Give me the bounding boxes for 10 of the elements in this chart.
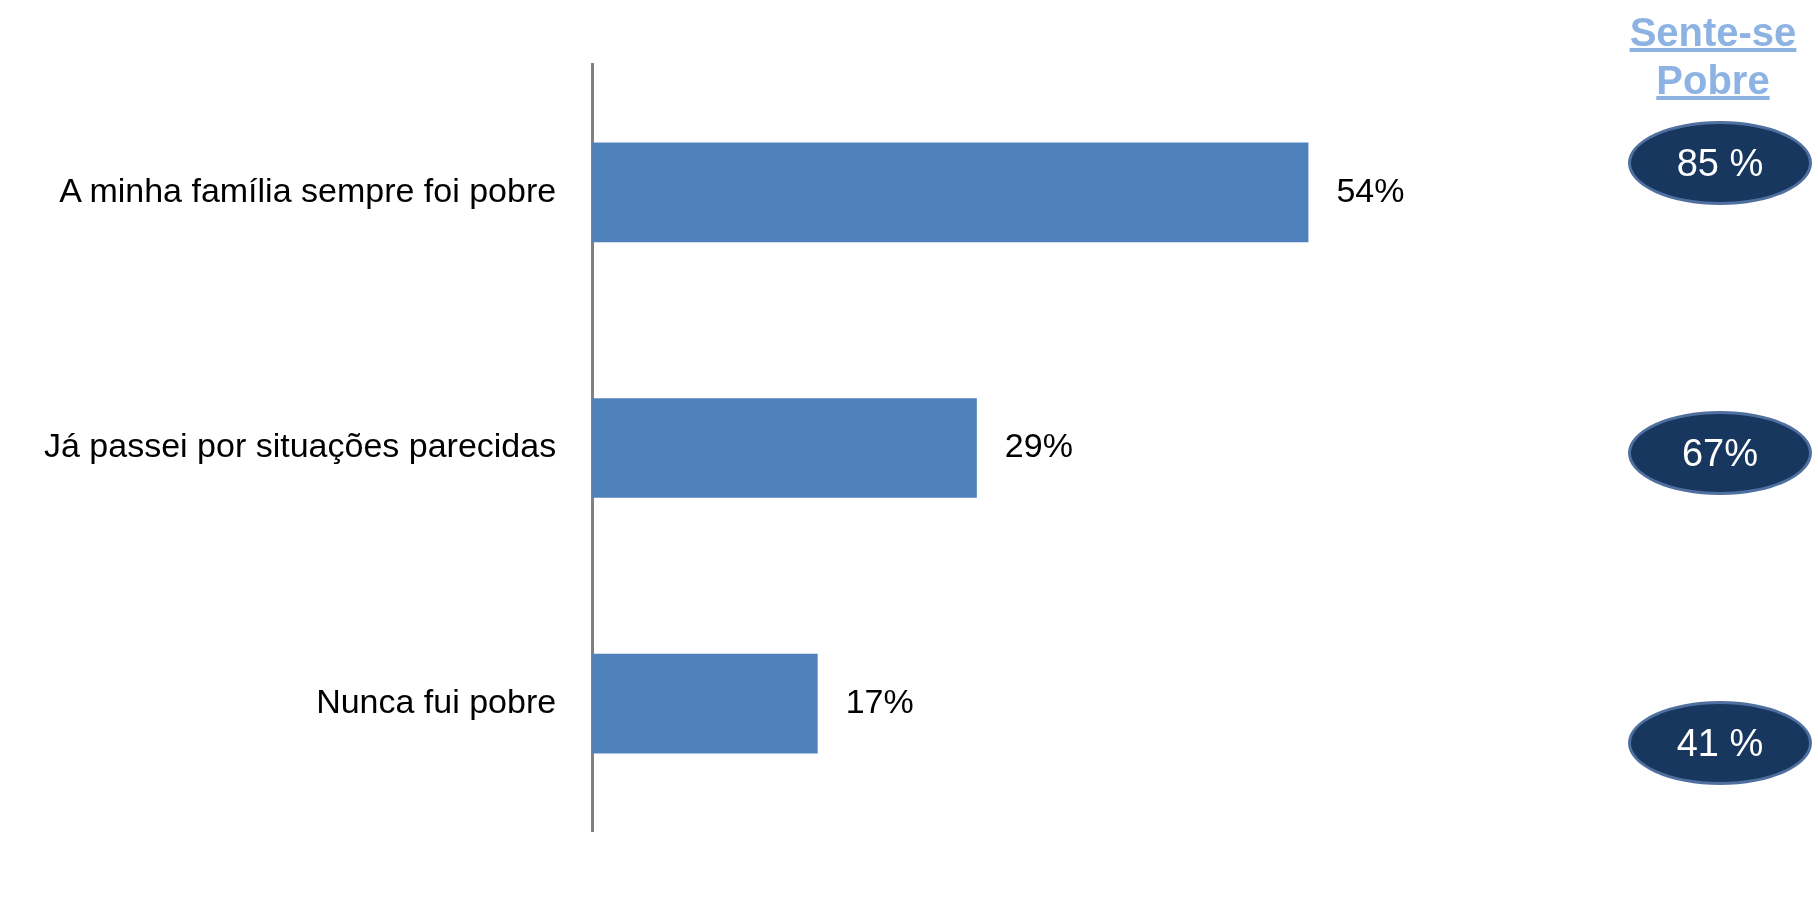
text: Sente-se Pobre	[1628, 9, 1798, 104]
text: 41 %	[1628, 701, 1812, 785]
y-tick-label: A minha família sempre foi pobre	[59, 170, 557, 209]
data-label: 17%	[845, 682, 914, 721]
text: 85 %	[1628, 121, 1812, 205]
text: 67%	[1628, 411, 1812, 495]
data-label: 54%	[1336, 170, 1405, 209]
y-tick-label: Já passei por situações parecidas	[43, 426, 557, 465]
y-tick-label: Nunca fui pobre	[316, 682, 557, 721]
data-label: 29%	[1004, 426, 1073, 465]
